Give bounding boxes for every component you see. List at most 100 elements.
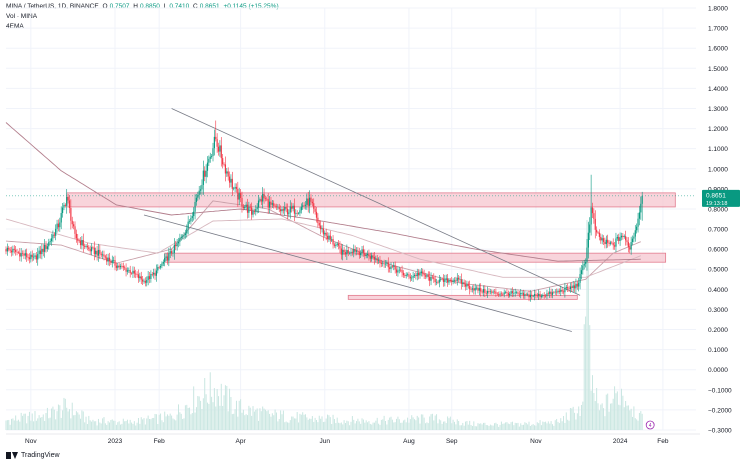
- candle-body: [549, 291, 551, 294]
- candle-body: [165, 256, 167, 258]
- volume-bar: [248, 405, 250, 430]
- volume-bar: [77, 412, 79, 430]
- candle-body: [488, 290, 490, 292]
- volume-bar: [344, 423, 346, 430]
- candle-body: [184, 233, 186, 236]
- tradingview-brand-text: TradingView: [21, 452, 60, 459]
- candle-body: [458, 277, 460, 280]
- candle-body: [433, 277, 435, 280]
- volume-bar: [597, 403, 599, 430]
- volume-bar: [292, 416, 294, 430]
- volume-bar: [84, 422, 86, 430]
- volume-bar: [311, 416, 313, 430]
- volume-bar: [88, 415, 90, 430]
- candle-body: [10, 250, 13, 253]
- volume-bar: [476, 426, 478, 430]
- volume-bar: [331, 424, 333, 430]
- volume-bar: [485, 425, 487, 430]
- volume-bar: [492, 425, 494, 430]
- candle-body: [492, 291, 494, 293]
- candle-body: [81, 239, 83, 246]
- volume-bar: [538, 423, 540, 430]
- candle-body: [495, 291, 497, 294]
- candle-body: [590, 207, 592, 225]
- candle-body: [365, 254, 367, 257]
- candle-body: [473, 288, 475, 291]
- volume-bar: [638, 412, 640, 430]
- volume-bar: [211, 396, 213, 430]
- volume-bar: [95, 421, 97, 430]
- volume-bar: [356, 421, 358, 430]
- candle-body: [194, 201, 196, 212]
- volume-bar: [298, 422, 300, 430]
- volume-bar: [415, 420, 417, 430]
- volume-bar: [164, 411, 166, 430]
- volume-bar: [382, 419, 384, 430]
- candle-body: [195, 197, 198, 202]
- candle-body: [53, 234, 55, 236]
- candle-body: [347, 250, 349, 254]
- volume-bar: [118, 421, 120, 430]
- x-tick-label: Feb: [657, 438, 669, 445]
- volume-bar: [327, 414, 329, 430]
- candle-body: [538, 293, 540, 296]
- volume-bar: [267, 410, 269, 430]
- volume-bar: [600, 404, 602, 430]
- candle-body: [601, 238, 603, 241]
- volume-bar: [37, 418, 39, 430]
- candle-body: [342, 249, 344, 255]
- volume-bar: [444, 421, 446, 430]
- volume-bar: [201, 408, 203, 430]
- volume-bar: [195, 407, 197, 430]
- volume-bar: [200, 400, 202, 430]
- candle-body: [328, 235, 330, 239]
- volume-bar: [131, 422, 133, 430]
- volume-bar: [205, 394, 207, 430]
- candle-body: [271, 203, 273, 205]
- volume-bar: [187, 407, 189, 430]
- candle-body: [560, 289, 562, 292]
- volume-bar: [525, 422, 527, 430]
- candle-body: [35, 255, 37, 260]
- x-tick-label: Feb: [154, 438, 166, 445]
- volume-bar: [520, 423, 522, 430]
- candle-body: [561, 289, 563, 292]
- volume-bar: [350, 421, 352, 430]
- volume-bar: [81, 410, 83, 430]
- candle-body: [289, 206, 291, 213]
- candle-body: [326, 235, 329, 239]
- candle-body: [293, 205, 296, 214]
- candle-body: [158, 267, 160, 268]
- volume-bar: [393, 422, 395, 430]
- candle-body: [273, 203, 275, 206]
- volume-bar: [293, 418, 295, 430]
- volume-bar: [469, 420, 471, 430]
- volume-bar: [423, 417, 425, 430]
- volume-bar: [260, 411, 262, 430]
- candle-body: [520, 293, 522, 295]
- x-tick-label: Apr: [236, 438, 247, 445]
- volume-bar: [34, 411, 36, 430]
- candle-body: [317, 217, 319, 224]
- candle-body: [237, 188, 239, 200]
- candle-body: [6, 247, 8, 252]
- candle-body: [470, 289, 472, 290]
- volume-bar: [571, 408, 573, 430]
- volume-bar: [362, 419, 364, 430]
- volume-bar: [473, 421, 475, 430]
- volume-bar: [251, 415, 253, 430]
- volume-bar: [361, 418, 363, 430]
- volume-bar: [162, 422, 164, 430]
- low-value: 0.7410: [169, 3, 190, 10]
- candle-body: [202, 170, 204, 185]
- volume-bar: [502, 423, 504, 430]
- volume-bar: [125, 420, 127, 430]
- volume-bar: [252, 406, 254, 430]
- volume-bar: [285, 421, 287, 430]
- candle-body: [369, 256, 371, 259]
- volume-bar: [489, 424, 491, 430]
- volume-bar: [539, 420, 541, 430]
- candle-body: [147, 276, 149, 281]
- volume-bar: [139, 423, 141, 430]
